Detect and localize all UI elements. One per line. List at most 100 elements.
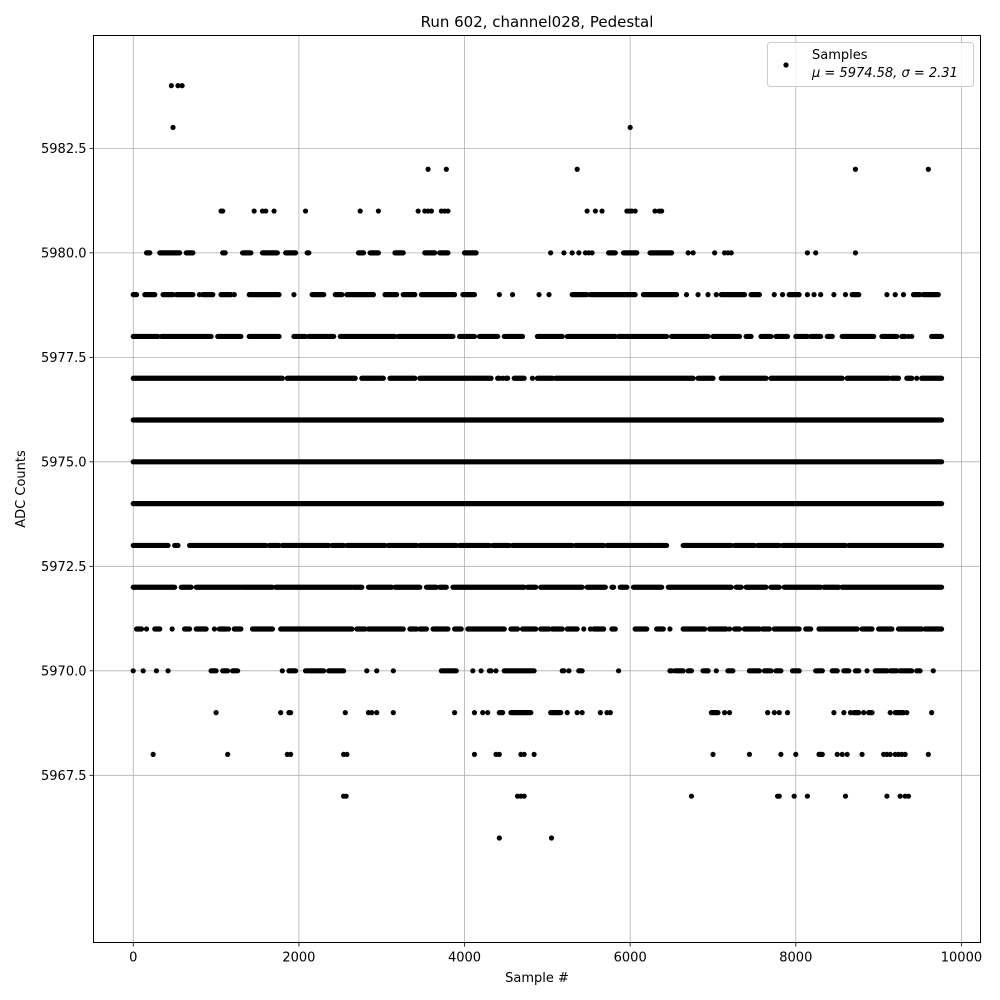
data-point bbox=[902, 751, 908, 758]
data-point bbox=[930, 668, 936, 674]
data-point bbox=[710, 751, 716, 758]
data-point bbox=[574, 710, 580, 716]
data-point bbox=[428, 208, 435, 214]
data-point bbox=[470, 668, 476, 674]
x-tick-label: 4000 bbox=[448, 951, 481, 966]
plot-frame bbox=[93, 35, 981, 943]
legend-box bbox=[767, 42, 974, 87]
data-point bbox=[811, 292, 817, 298]
data-point bbox=[841, 710, 847, 716]
data-point bbox=[168, 83, 174, 89]
data-point bbox=[746, 751, 753, 758]
data-point bbox=[728, 250, 734, 256]
legend-series-label: Samples bbox=[812, 48, 868, 63]
data-point bbox=[587, 626, 594, 632]
x-tick-label: 0 bbox=[129, 951, 137, 966]
data-point bbox=[892, 292, 898, 298]
data-point bbox=[813, 250, 819, 256]
data-point bbox=[579, 710, 585, 716]
data-point bbox=[278, 710, 284, 716]
data-point bbox=[451, 710, 458, 716]
y-tick-label: 5970.0 bbox=[41, 664, 87, 679]
data-point bbox=[834, 751, 840, 758]
data-point bbox=[271, 208, 277, 214]
data-point bbox=[713, 668, 719, 674]
data-point bbox=[220, 208, 226, 214]
data-point bbox=[804, 292, 811, 298]
data-point bbox=[279, 668, 285, 674]
data-point bbox=[211, 626, 218, 632]
data-point bbox=[779, 292, 786, 298]
data-point bbox=[496, 835, 502, 841]
data-point bbox=[627, 124, 633, 131]
y-tick-label: 5977.5 bbox=[41, 351, 87, 366]
data-point bbox=[529, 375, 536, 381]
data-point bbox=[165, 668, 171, 674]
data-point bbox=[771, 292, 777, 298]
data-point bbox=[342, 710, 348, 716]
data-point bbox=[765, 710, 771, 716]
data-point bbox=[615, 668, 622, 674]
data-point bbox=[713, 292, 719, 298]
data-point bbox=[471, 710, 478, 716]
y-tick-label: 5972.5 bbox=[41, 560, 87, 575]
data-point bbox=[929, 710, 935, 716]
data-point bbox=[374, 668, 380, 674]
data-point bbox=[847, 710, 854, 716]
data-point bbox=[705, 668, 711, 674]
data-point bbox=[546, 292, 552, 298]
data-point bbox=[615, 542, 621, 549]
data-point bbox=[357, 208, 363, 214]
data-point bbox=[548, 835, 555, 841]
data-point bbox=[225, 626, 232, 632]
data-point bbox=[288, 751, 294, 758]
data-point bbox=[478, 668, 484, 674]
data-point bbox=[179, 83, 185, 89]
data-point bbox=[667, 626, 673, 632]
data-point bbox=[690, 250, 696, 256]
data-point bbox=[425, 166, 431, 172]
data-point bbox=[793, 751, 799, 758]
x-tick-label: 6000 bbox=[614, 951, 647, 966]
data-point bbox=[143, 626, 150, 632]
data-point bbox=[531, 751, 537, 758]
data-point bbox=[726, 626, 733, 632]
y-axis: 5967.5 5970.0 5972.5 5975.0 5977.5 5980.0 5982… bbox=[41, 142, 94, 784]
data-point bbox=[569, 250, 575, 256]
x-axis: 0 2000 4000 6000 8000 10000 bbox=[129, 942, 982, 966]
data-point bbox=[925, 166, 931, 172]
data-point bbox=[196, 292, 203, 298]
data-point bbox=[443, 166, 449, 172]
data-point bbox=[844, 751, 850, 758]
data-point bbox=[496, 292, 502, 298]
y-tick-label: 5967.5 bbox=[41, 769, 87, 784]
legend: Samples μ = 5974.58, σ = 2.31 bbox=[767, 42, 974, 87]
data-point bbox=[685, 250, 691, 256]
data-point bbox=[415, 208, 421, 214]
data-point bbox=[784, 710, 791, 716]
data-point bbox=[861, 710, 867, 716]
data-point bbox=[263, 208, 269, 214]
y-tick-label: 5975.0 bbox=[41, 455, 87, 470]
data-point bbox=[705, 292, 711, 298]
data-point bbox=[887, 751, 893, 758]
chart-title: Run 602, channel028, Pedestal bbox=[421, 13, 654, 31]
data-point bbox=[390, 710, 396, 716]
x-tick-label: 10000 bbox=[941, 951, 982, 966]
data-point bbox=[433, 626, 439, 632]
data-point bbox=[344, 751, 350, 758]
data-point bbox=[364, 668, 370, 674]
data-point bbox=[130, 668, 136, 674]
data-point bbox=[288, 710, 294, 716]
data-point bbox=[150, 751, 156, 758]
x-tick-label: 8000 bbox=[779, 951, 812, 966]
data-point bbox=[175, 83, 181, 89]
data-point bbox=[599, 208, 605, 214]
data-point bbox=[574, 166, 580, 172]
data-point bbox=[548, 250, 554, 256]
data-point bbox=[819, 751, 825, 758]
x-tick-label: 2000 bbox=[282, 951, 315, 966]
data-point bbox=[659, 208, 665, 214]
